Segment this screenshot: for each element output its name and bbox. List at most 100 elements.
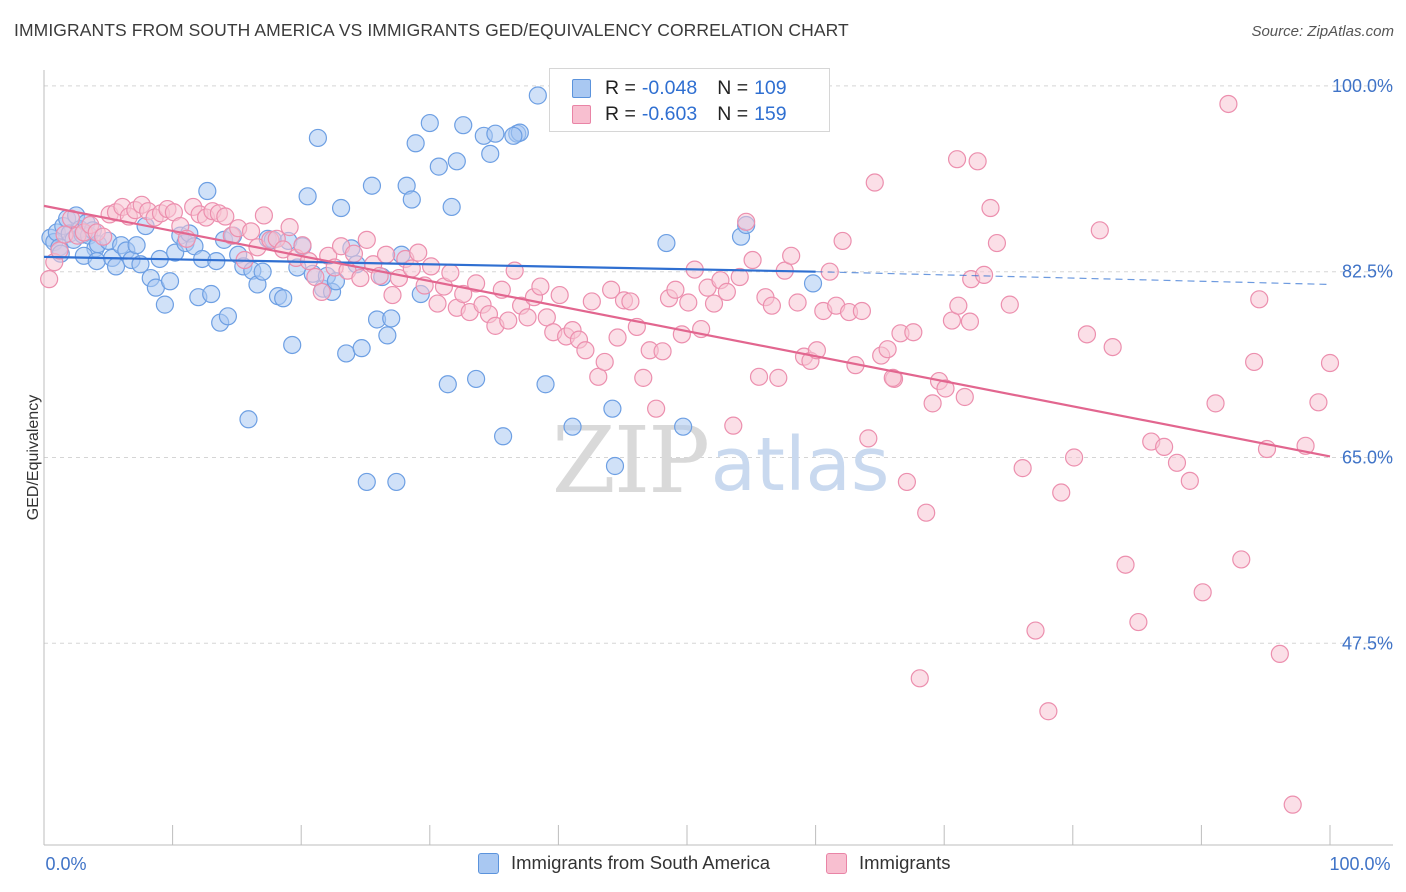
point-immigrants [917,503,936,522]
point-immigrants [910,669,929,688]
point-immigrants [40,270,59,289]
point-immigrants [1180,471,1199,490]
point-immigrants [94,227,113,246]
point-immigrants [576,341,595,360]
point-immigrants [518,308,537,327]
legend-n-value-pink: 159 [754,102,787,125]
point-immigrants [1077,325,1097,344]
trend-lines [43,204,1331,458]
point-immigrants [1013,459,1032,478]
point-south-america [274,289,293,308]
point-immigrants [897,472,917,492]
point-south-america [504,126,523,145]
point-immigrants [1193,583,1212,602]
point-south-america [106,257,126,276]
point-south-america [438,375,457,394]
point-immigrants [852,301,871,321]
point-south-america [239,410,258,429]
legend-r-label: R = [605,102,636,125]
point-immigrants [749,367,769,386]
point-immigrants [1052,483,1071,502]
point-south-america [486,124,505,143]
point-immigrants [241,222,261,241]
point-immigrants [1116,555,1135,574]
point-south-america [357,472,376,492]
point-immigrants [1000,295,1019,314]
point-south-america [131,255,150,274]
point-immigrants [1283,795,1302,814]
point-south-america [563,417,582,436]
point-immigrants [441,263,460,282]
point-south-america [494,427,513,446]
series-legend-south-america[interactable]: Immigrants from South America [478,852,770,874]
y-tick-label-100: 100.0% [1332,76,1393,96]
x-tick-label-max: 100.0% [1329,854,1390,874]
series-legend-swatch-pink [826,852,847,874]
point-south-america [127,236,146,255]
point-south-america [331,198,351,218]
legend-n-value-blue: 109 [754,76,787,99]
point-immigrants [878,340,897,359]
point-south-america [308,128,328,148]
series-legend-label-blue: Immigrants from South America [511,852,771,873]
point-south-america [447,152,466,171]
point-immigrants [550,285,569,305]
point-immigrants [312,282,331,301]
point-immigrants [704,294,724,313]
point-south-america [605,456,625,476]
watermark: ZIP atlas [552,407,890,514]
point-south-america [218,307,237,326]
point-immigrants [1320,353,1340,373]
point-immigrants [947,150,967,169]
legend-r-label: R = [605,76,636,99]
point-immigrants [1167,453,1187,472]
point-immigrants [383,285,402,305]
point-immigrants [428,294,447,313]
point-immigrants [280,218,299,237]
point-immigrants [454,284,473,304]
point-south-america [378,326,397,345]
point-south-america [155,295,174,314]
point-immigrants [1155,437,1174,456]
point-south-america [466,369,486,389]
point-south-america [803,274,823,293]
point-immigrants [421,257,441,276]
x-tick-label-min: 0.0% [45,854,86,874]
point-immigrants [981,198,1000,218]
point-south-america [442,197,461,217]
point-immigrants [987,233,1007,253]
point-south-america [352,339,371,358]
point-south-america [674,417,693,436]
point-south-america [160,272,180,291]
point-immigrants [1206,394,1225,413]
point-south-america [87,251,106,271]
point-south-america [283,335,302,355]
point-immigrants [344,244,364,263]
point-south-america [454,116,473,135]
y-tick-label-82-5: 82.5% [1342,262,1393,282]
point-south-america [198,181,217,201]
series-legend-immigrants[interactable]: Immigrants [826,852,951,874]
point-immigrants [293,236,312,255]
point-immigrants [730,267,749,287]
point-immigrants [788,293,807,312]
point-immigrants [647,399,666,418]
point-immigrants [499,311,518,330]
point-immigrants [743,250,762,270]
point-immigrants [1090,221,1109,240]
legend-row-immigrants: R = -0.603 N = 159 [572,102,787,126]
point-immigrants [1064,448,1084,467]
legend-row-south-america: R = -0.048 N = 109 [572,76,787,100]
point-south-america [429,157,448,176]
point-south-america [657,233,676,253]
point-immigrants [923,394,942,413]
y-axis-label: GED/Equivalency [25,395,42,520]
point-south-america [528,86,547,105]
point-immigrants [531,277,550,296]
point-south-america [253,262,272,281]
point-immigrants [1039,702,1058,721]
point-immigrants [968,152,987,171]
point-immigrants [1219,94,1238,114]
point-immigrants [936,379,955,398]
point-immigrants [679,293,698,312]
